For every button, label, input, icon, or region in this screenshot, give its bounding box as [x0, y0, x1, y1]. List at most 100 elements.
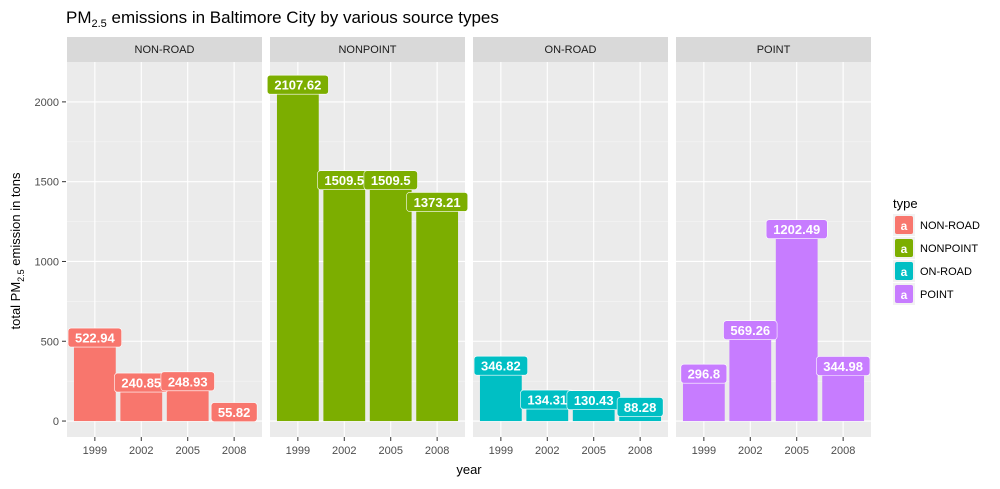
data-label: 55.82: [210, 402, 258, 422]
bar: [323, 180, 366, 422]
y-axis: 0 500 1000 1500 2000: [35, 97, 66, 428]
facet-strip: [676, 37, 871, 62]
x-tick-label: 2008: [831, 445, 855, 457]
data-label: 1202.49: [765, 219, 828, 239]
bar: [729, 330, 772, 422]
data-label: 569.26: [723, 320, 778, 341]
data-label-box: [765, 219, 828, 239]
data-label-box: [680, 363, 728, 384]
legend-key-swatch: [895, 239, 913, 257]
panel-point: POINT 296.8 569.26 1202.49 344.98 1999 2002 200…: [676, 37, 871, 457]
legend-items: a NON-ROAD a NONPOINT a ON-ROAD a POINT: [893, 214, 980, 305]
bar: [369, 180, 412, 422]
data-label: 248.93: [160, 371, 215, 392]
data-label-text: 1509.5: [371, 173, 411, 188]
data-label-box: [616, 397, 664, 417]
data-label-box: [67, 327, 122, 348]
legend-key-letter: a: [901, 219, 908, 233]
x-tick-label: 2005: [581, 445, 605, 457]
x-tick-label: 1999: [83, 445, 107, 457]
x-tick-label: 1999: [286, 445, 310, 457]
facet-strip: [270, 37, 465, 62]
facet-strip-label: NON-ROAD: [135, 44, 195, 56]
data-label: 522.94: [67, 327, 122, 348]
y-tick-label: 2000: [35, 97, 59, 109]
data-label: 2107.62: [266, 74, 329, 95]
legend-key-letter: a: [901, 288, 908, 302]
data-label-box: [210, 402, 258, 422]
data-label-box: [723, 320, 778, 341]
data-label-text: 569.26: [730, 323, 770, 338]
bar: [775, 229, 818, 422]
legend-key-letter: a: [901, 242, 908, 256]
y-tick-label: 1000: [35, 256, 59, 268]
x-tick-label: 2002: [129, 445, 153, 457]
legend-item: a NON-ROAD: [893, 214, 980, 236]
data-label-text: 134.31: [527, 393, 567, 408]
data-label-text: 1373.21: [414, 195, 461, 210]
x-tick-label: 2008: [425, 445, 449, 457]
data-label: 130.43: [566, 390, 621, 411]
legend-label: POINT: [920, 289, 954, 301]
bar: [416, 201, 459, 422]
data-label-text: 248.93: [168, 374, 208, 389]
data-label-text: 55.82: [218, 405, 251, 420]
x-axis-title: year: [456, 462, 482, 477]
panel-on-road: ON-ROAD 346.82 134.31 130.43 88.28 1999 2002 20…: [473, 37, 668, 457]
chart-title-prefix: PM: [66, 8, 92, 27]
legend-label: NONPOINT: [920, 243, 978, 255]
x-tick-label: 2008: [222, 445, 246, 457]
data-label: 1509.5: [317, 170, 372, 190]
data-label-text: 88.28: [624, 400, 657, 415]
x-tick-label: 1999: [489, 445, 513, 457]
chart-title-suffix: emissions in Baltimore City by various s…: [107, 8, 499, 27]
legend-label: NON-ROAD: [920, 220, 980, 232]
y-axis-title-prefix: total PM: [8, 282, 23, 330]
y-axis-title-subscript: 2.5: [16, 269, 26, 282]
y-axis-title: total PM2.5 emission in tons: [8, 172, 26, 330]
legend-item: a POINT: [893, 283, 954, 305]
data-label-text: 1509.5: [324, 173, 364, 188]
facet-strip: [473, 37, 668, 62]
facet-strip: [67, 37, 262, 62]
bar: [73, 337, 116, 422]
data-label-text: 344.98: [823, 359, 863, 374]
data-label-text: 296.8: [688, 367, 721, 382]
panel-non-road: NON-ROAD 522.94 240.85 248.93 55.82 1999 2002 2…: [67, 37, 262, 457]
y-tick-label: 500: [41, 336, 59, 348]
legend: type a NON-ROAD a NONPOINT a ON-ROAD a POINT: [893, 196, 980, 305]
x-tick-label: 1999: [692, 445, 716, 457]
chart-title: PM2.5 emissions in Baltimore City by var…: [66, 8, 499, 30]
data-label: 240.85: [114, 372, 169, 393]
legend-item: a ON-ROAD: [893, 260, 972, 282]
x-tick-label: 2005: [378, 445, 402, 457]
legend-key-swatch: [895, 216, 913, 234]
data-label-text: 522.94: [75, 331, 116, 346]
legend-key-letter: a: [901, 265, 908, 279]
data-label-text: 2107.62: [274, 78, 321, 93]
data-label-box: [473, 355, 528, 376]
data-label: 346.82: [473, 355, 528, 376]
data-label-text: 130.43: [574, 393, 614, 408]
legend-item: a NONPOINT: [893, 237, 978, 259]
y-tick-label: 1500: [35, 177, 59, 189]
legend-key-swatch: [895, 285, 913, 303]
x-tick-label: 2002: [738, 445, 762, 457]
y-axis-title-suffix: emission in tons: [8, 172, 23, 269]
data-label-box: [266, 74, 329, 95]
data-label-box: [363, 170, 418, 190]
legend-label: ON-ROAD: [920, 266, 972, 278]
legend-title: type: [893, 196, 918, 211]
x-tick-label: 2002: [332, 445, 356, 457]
data-label-text: 346.82: [481, 359, 521, 374]
facet-strip-label: NONPOINT: [338, 44, 396, 56]
x-tick-label: 2002: [535, 445, 559, 457]
data-label: 1509.5: [363, 170, 418, 190]
x-tick-label: 2005: [175, 445, 199, 457]
chart-title-subscript: 2.5: [92, 18, 107, 30]
facet-strip-label: POINT: [757, 44, 791, 56]
data-label-box: [406, 192, 469, 212]
data-label-box: [816, 356, 871, 376]
